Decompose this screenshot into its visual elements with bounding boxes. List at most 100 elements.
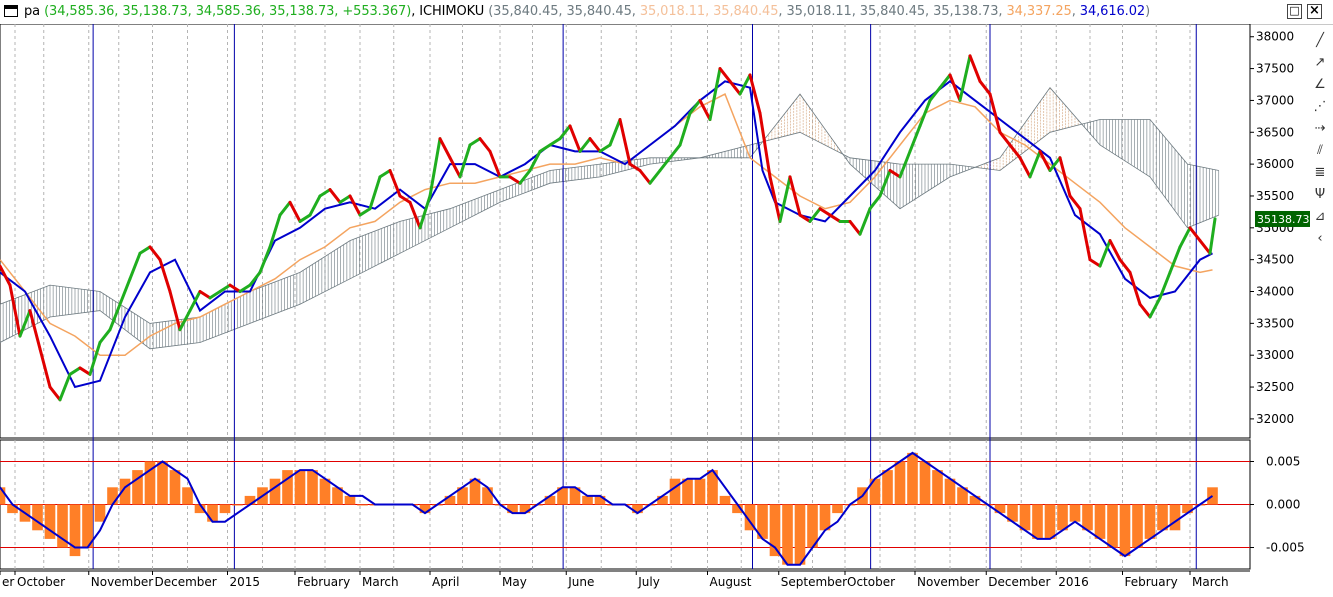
oscillator-bar [319,478,331,505]
price-segment [678,111,692,147]
price-segment [108,302,122,332]
price-tick-label: 34000 [1256,285,1294,299]
price-tick-label: 34500 [1256,253,1294,267]
price-segment [228,283,242,294]
price-segment [1048,156,1062,172]
price-segment [1118,258,1132,274]
price-segment [888,168,902,179]
price-segment [288,200,302,223]
price-segment [1168,245,1182,274]
price-segment [1128,270,1142,306]
price-segment [398,194,412,204]
price-segment [38,347,52,389]
x-tick-label: October [847,575,895,589]
oscillator-bar [44,504,56,539]
price-tick-label: 37500 [1256,62,1294,76]
oscillator-bar [219,504,231,514]
price-segment [1008,143,1022,160]
oscillator-bar [1044,504,1056,539]
price-tick-label: 38000 [1256,30,1294,44]
series-pa-values: (34,585.36, 35,138.73, 34,585.36, 35,138… [44,4,412,19]
oscillator-bar [694,478,706,505]
gann-icon[interactable]: ⊿ [1314,209,1326,224]
price-segment [148,245,162,262]
price-segment [1098,239,1112,268]
arc-tool-icon[interactable]: ‹ [1317,231,1323,246]
price-segment [208,290,222,300]
oscillator-bar [932,470,943,505]
oscillator-bar [657,495,668,505]
price-segment [718,67,732,83]
fibonacci-icon[interactable]: ≣ [1314,165,1326,180]
price-segment [308,194,322,217]
chart-area[interactable]: 3800037500370003650036000355003500034500… [0,24,1333,597]
oscillator-bar [419,504,431,514]
ichimoku-values-open: (35,840.45, 35,840.45, [488,4,640,19]
restore-button[interactable]: □ [1287,4,1302,19]
price-segment [1018,156,1032,179]
oscillator-bar [1157,504,1168,531]
oscillator-bar [994,504,1006,514]
price-segment [338,194,352,204]
oscillator-bar [869,478,881,505]
last-price-badge [1255,210,1310,227]
price-segment [998,130,1012,147]
price-segment [428,137,442,198]
x-tick-label: December [155,575,217,589]
price-segment [128,251,142,281]
price-segment [118,277,132,306]
price-segment [868,194,882,211]
oscillator-bar [882,470,893,505]
price-segment [218,283,232,294]
line-tool-icon[interactable]: ╱ [1316,33,1324,48]
price-segment [318,188,332,198]
ray-tool-icon[interactable]: ↗ [1314,55,1326,70]
oscillator-bar [344,495,356,505]
oscillator-bar [1082,504,1093,531]
price-segment [848,219,862,236]
price-tick-label: 32500 [1256,380,1294,394]
oscillator-bar [69,504,81,557]
price-segment [448,156,462,179]
oscillator-bar [232,504,243,506]
oscillator-bar [794,504,806,565]
ichimoku-values-blue: 34,616.02 [1079,4,1146,19]
close-button[interactable]: × [1307,4,1322,19]
window-icon[interactable] [4,5,18,17]
price-segment [798,213,812,223]
x-tick-label: February [297,575,350,589]
pitchfork-icon[interactable]: Ψ [1314,187,1326,202]
price-segment [1178,226,1192,249]
price-segment [658,156,672,172]
price-segment [608,118,622,147]
ichimoku-values-orange1: 35,018.11, 35,840.45 [639,4,779,19]
price-segment [508,175,522,185]
price-segment [158,258,172,294]
ichimoku-values-mid: , 35,018.11, 35,840.45, 35,138.73, [778,4,1007,19]
oscillator-bar [1094,504,1106,539]
oscillator-bar [169,470,181,505]
price-segment [78,366,92,376]
trend-angle-icon[interactable]: ∠ [1314,77,1326,92]
x-tick-label: February [1125,575,1178,589]
oscillator-bar [1107,504,1118,548]
series-pa-label: pa [24,4,41,19]
price-segment [1138,302,1152,319]
channel-icon[interactable]: ⫽ [1317,143,1323,158]
oscillator-bar [732,504,743,514]
price-tick-label: 33500 [1256,316,1294,330]
price-segment [538,143,552,153]
price-segment [368,175,382,211]
price-segment [728,79,742,96]
price-segment [788,175,802,217]
price-segment [1208,217,1217,255]
price-segment [468,137,482,147]
oscillator-bar [94,504,106,522]
oscillator-bar [757,504,768,539]
price-segment [298,213,312,223]
price-segment [408,200,422,230]
price-segment [458,143,472,179]
price-segment [918,98,932,128]
horizontal-ray-icon[interactable]: ⇢ [1314,121,1326,136]
fan-tool-icon[interactable]: ⋰ [1313,99,1327,114]
